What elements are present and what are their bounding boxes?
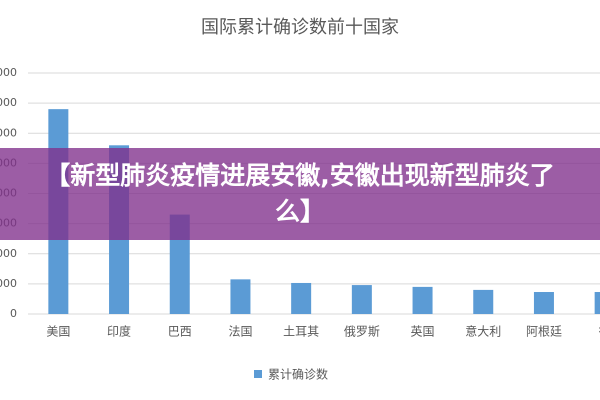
x-tick-label: 英国 xyxy=(411,325,435,339)
x-tick-label: 阿根廷 xyxy=(526,325,562,339)
y-tick-label: 0 xyxy=(10,307,17,320)
x-tick-label: 美国 xyxy=(46,325,70,339)
x-tick-label: 意大利 xyxy=(465,324,501,339)
y-tick-label: 7000 xyxy=(0,96,17,109)
y-tick-label: 1000 xyxy=(0,277,17,290)
x-tick-label: 巴西 xyxy=(168,325,192,339)
bar xyxy=(291,282,312,314)
y-tick-label: 6000 xyxy=(0,126,17,139)
bar xyxy=(230,279,251,314)
banner-text: 【新型肺炎疫情进展安徽,安徽出现新型肺炎了么】 xyxy=(45,161,555,226)
bar xyxy=(473,289,494,314)
y-tick-label: 2000 xyxy=(0,247,17,260)
x-tick-label: 印度 xyxy=(107,324,131,339)
x-tick-label: 法国 xyxy=(228,325,252,339)
bar xyxy=(594,292,600,314)
banner: 【新型肺炎疫情进展安徽,安徽出现新型肺炎了么】 xyxy=(0,148,600,240)
x-tick-label: 俄罗斯 xyxy=(344,325,380,339)
chart-title: 国际累计确诊数前十国家 xyxy=(201,17,399,38)
legend-label: 累计确诊数 xyxy=(268,367,328,382)
bar xyxy=(412,286,433,314)
legend-swatch xyxy=(254,370,262,378)
x-tick-label: 德 xyxy=(599,324,600,339)
bar xyxy=(533,292,554,314)
bar xyxy=(351,285,372,314)
y-tick-label: 8000 xyxy=(0,66,17,79)
x-tick-label: 土耳其 xyxy=(283,325,319,339)
